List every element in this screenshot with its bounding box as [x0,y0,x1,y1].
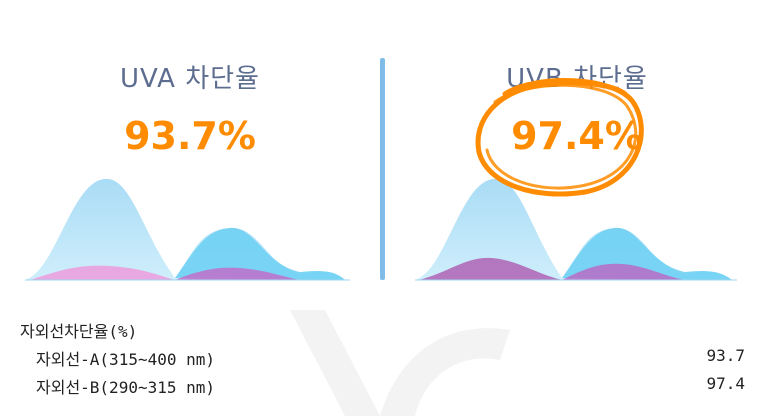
highlight-circle [475,78,644,197]
uvb-value: 97.4% [511,114,643,158]
uva-panel: UVA 차단율 93.7% [0,0,380,290]
table-row: 자외선-A(315~400 nm) 93.7 [0,346,769,372]
uva-wave-illustration [25,178,350,281]
uva-value: 93.7% [124,114,256,158]
row-label: 자외선-B(290~315 nm) [36,378,216,397]
row-value: 93.7 [706,346,745,365]
table-heading: 자외선차단율(%) [20,322,138,341]
uvb-panel: UVB 차단율 97.4% [387,0,767,290]
row-value: 97.4 [706,374,745,393]
uv-blocking-table: 자외선차단율(%) 자외선-A(315~400 nm) 93.7 자외선-B(2… [0,300,769,416]
table-row: 자외선-B(290~315 nm) 97.4 [0,374,769,400]
panel-divider [380,58,385,280]
table-heading-row: 자외선차단율(%) [0,318,769,344]
uva-title: UVA 차단율 [120,64,260,94]
uvb-wave-illustration [415,178,737,281]
watermark-logo [290,310,510,416]
row-label: 자외선-A(315~400 nm) [36,350,216,369]
